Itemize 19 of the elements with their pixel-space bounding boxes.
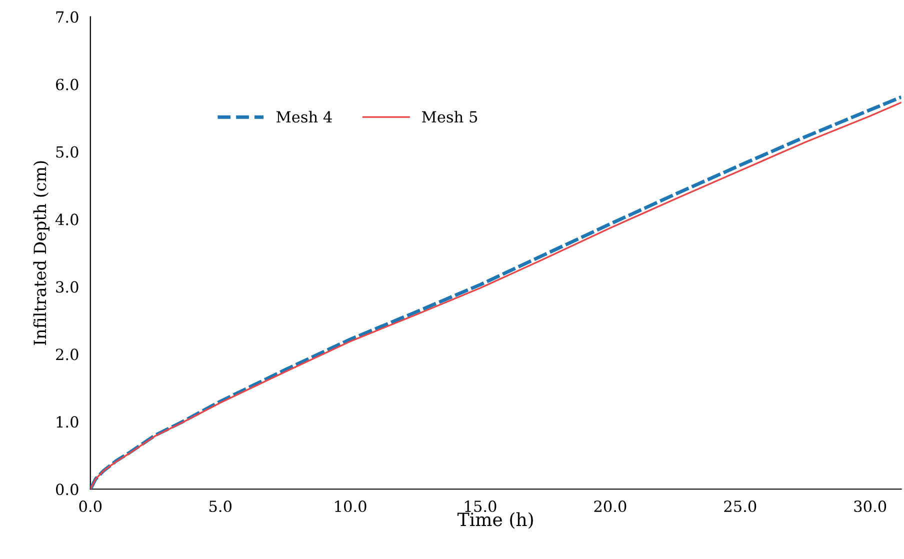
y-tick-label: 7.0 bbox=[56, 11, 78, 23]
y-tick-label: 3.0 bbox=[56, 281, 78, 293]
x-tick-label: 20.0 bbox=[594, 500, 626, 512]
y-tick-label: 0.0 bbox=[56, 484, 78, 496]
x-tick-label: 25.0 bbox=[724, 500, 756, 512]
y-tick-label: 5.0 bbox=[56, 146, 78, 158]
legend-label: Mesh 4 bbox=[276, 110, 332, 123]
y-axis-title: Infiltrated Depth (cm) bbox=[33, 161, 50, 346]
x-tick-label: 5.0 bbox=[210, 500, 232, 512]
x-tick-label: 0.0 bbox=[79, 500, 102, 512]
x-tick-label: 15.0 bbox=[465, 500, 496, 512]
x-tick-label: 30.0 bbox=[854, 500, 886, 512]
y-tick-label: 1.0 bbox=[56, 416, 78, 428]
y-tick-label: 6.0 bbox=[56, 78, 78, 90]
x-tick-label: 10.0 bbox=[335, 500, 366, 512]
x-axis-title: Time (h) bbox=[457, 512, 533, 529]
y-tick-label: 4.0 bbox=[55, 214, 78, 226]
y-tick-label: 2.0 bbox=[56, 348, 78, 360]
legend-label: Mesh 5 bbox=[422, 110, 478, 123]
